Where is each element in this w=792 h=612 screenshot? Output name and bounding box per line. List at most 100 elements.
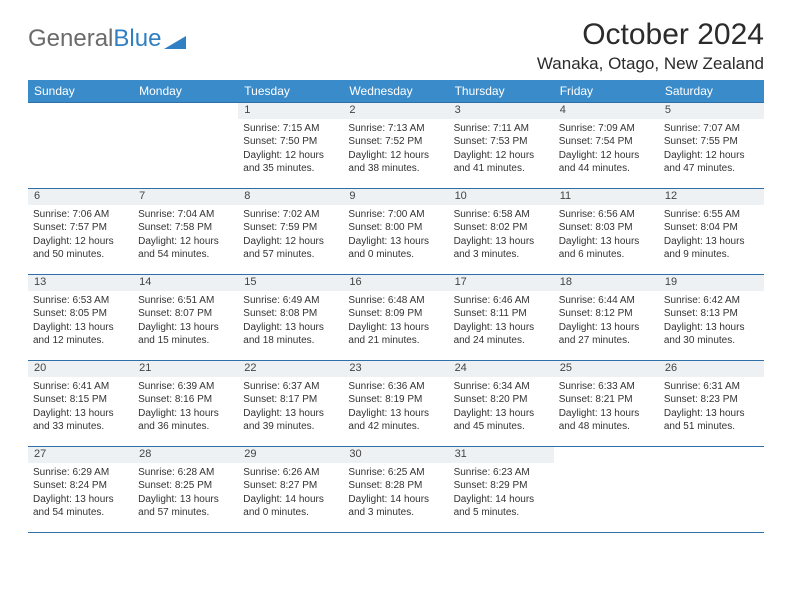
sunrise-text: Sunrise: 7:09 AM xyxy=(559,122,654,136)
day-number-cell: 31 xyxy=(449,447,554,463)
sunrise-text: Sunrise: 6:53 AM xyxy=(33,294,128,308)
daylight-text: Daylight: 13 hours and 21 minutes. xyxy=(348,321,443,348)
calendar-body: 12345Sunrise: 7:15 AMSunset: 7:50 PMDayl… xyxy=(28,103,764,533)
sunrise-text: Sunrise: 7:06 AM xyxy=(33,208,128,222)
daylight-text: Daylight: 13 hours and 27 minutes. xyxy=(559,321,654,348)
day-content-cell: Sunrise: 6:41 AMSunset: 8:15 PMDaylight:… xyxy=(28,377,133,447)
day-number-cell: 12 xyxy=(659,189,764,205)
day-number-cell: 23 xyxy=(343,361,448,377)
daylight-text: Daylight: 13 hours and 15 minutes. xyxy=(138,321,233,348)
daylight-text: Daylight: 13 hours and 42 minutes. xyxy=(348,407,443,434)
day-number-cell: 16 xyxy=(343,275,448,291)
sunset-text: Sunset: 8:17 PM xyxy=(243,393,338,407)
daylight-text: Daylight: 13 hours and 3 minutes. xyxy=(454,235,549,262)
day-content-cell: Sunrise: 6:48 AMSunset: 8:09 PMDaylight:… xyxy=(343,291,448,361)
weekday-header: Thursday xyxy=(449,80,554,103)
daynum-row: 13141516171819 xyxy=(28,275,764,291)
sunrise-text: Sunrise: 6:51 AM xyxy=(138,294,233,308)
sunrise-text: Sunrise: 6:26 AM xyxy=(243,466,338,480)
sunset-text: Sunset: 8:12 PM xyxy=(559,307,654,321)
sunrise-text: Sunrise: 6:28 AM xyxy=(138,466,233,480)
daylight-text: Daylight: 13 hours and 6 minutes. xyxy=(559,235,654,262)
daylight-text: Daylight: 12 hours and 41 minutes. xyxy=(454,149,549,176)
daylight-text: Daylight: 13 hours and 12 minutes. xyxy=(33,321,128,348)
day-number-cell: 28 xyxy=(133,447,238,463)
sunrise-text: Sunrise: 6:42 AM xyxy=(664,294,759,308)
sunset-text: Sunset: 8:16 PM xyxy=(138,393,233,407)
day-content-cell: Sunrise: 6:29 AMSunset: 8:24 PMDaylight:… xyxy=(28,463,133,533)
daylight-text: Daylight: 12 hours and 47 minutes. xyxy=(664,149,759,176)
day-number-cell: 27 xyxy=(28,447,133,463)
sunset-text: Sunset: 8:28 PM xyxy=(348,479,443,493)
day-number-cell: 21 xyxy=(133,361,238,377)
calendar-head: SundayMondayTuesdayWednesdayThursdayFrid… xyxy=(28,80,764,103)
day-number-cell: 7 xyxy=(133,189,238,205)
day-content-cell: Sunrise: 6:26 AMSunset: 8:27 PMDaylight:… xyxy=(238,463,343,533)
sunrise-text: Sunrise: 7:07 AM xyxy=(664,122,759,136)
header: GeneralBlue October 2024 Wanaka, Otago, … xyxy=(28,18,764,74)
day-content-cell: Sunrise: 6:31 AMSunset: 8:23 PMDaylight:… xyxy=(659,377,764,447)
day-content-cell: Sunrise: 6:56 AMSunset: 8:03 PMDaylight:… xyxy=(554,205,659,275)
day-content-cell: Sunrise: 6:25 AMSunset: 8:28 PMDaylight:… xyxy=(343,463,448,533)
sunrise-text: Sunrise: 6:23 AM xyxy=(454,466,549,480)
sunrise-text: Sunrise: 6:55 AM xyxy=(664,208,759,222)
daylight-text: Daylight: 12 hours and 44 minutes. xyxy=(559,149,654,176)
sunrise-text: Sunrise: 6:39 AM xyxy=(138,380,233,394)
sunrise-text: Sunrise: 6:36 AM xyxy=(348,380,443,394)
sunrise-text: Sunrise: 6:56 AM xyxy=(559,208,654,222)
sunrise-text: Sunrise: 7:11 AM xyxy=(454,122,549,136)
daylight-text: Daylight: 14 hours and 0 minutes. xyxy=(243,493,338,520)
day-content-cell: Sunrise: 6:37 AMSunset: 8:17 PMDaylight:… xyxy=(238,377,343,447)
daynum-row: 6789101112 xyxy=(28,189,764,205)
day-number-cell xyxy=(554,447,659,463)
sunrise-text: Sunrise: 6:29 AM xyxy=(33,466,128,480)
weekday-row: SundayMondayTuesdayWednesdayThursdayFrid… xyxy=(28,80,764,103)
day-content-cell: Sunrise: 6:46 AMSunset: 8:11 PMDaylight:… xyxy=(449,291,554,361)
day-content-cell: Sunrise: 7:04 AMSunset: 7:58 PMDaylight:… xyxy=(133,205,238,275)
weekday-header: Friday xyxy=(554,80,659,103)
sunset-text: Sunset: 7:54 PM xyxy=(559,135,654,149)
day-number-cell: 22 xyxy=(238,361,343,377)
sunrise-text: Sunrise: 6:48 AM xyxy=(348,294,443,308)
daylight-text: Daylight: 12 hours and 50 minutes. xyxy=(33,235,128,262)
day-content-cell: Sunrise: 6:34 AMSunset: 8:20 PMDaylight:… xyxy=(449,377,554,447)
day-content-cell: Sunrise: 7:06 AMSunset: 7:57 PMDaylight:… xyxy=(28,205,133,275)
day-content-cell: Sunrise: 6:42 AMSunset: 8:13 PMDaylight:… xyxy=(659,291,764,361)
day-number-cell: 11 xyxy=(554,189,659,205)
day-number-cell xyxy=(659,447,764,463)
calendar-table: SundayMondayTuesdayWednesdayThursdayFrid… xyxy=(28,80,764,533)
daylight-text: Daylight: 13 hours and 0 minutes. xyxy=(348,235,443,262)
day-number-cell: 17 xyxy=(449,275,554,291)
day-content-cell: Sunrise: 6:58 AMSunset: 8:02 PMDaylight:… xyxy=(449,205,554,275)
sunrise-text: Sunrise: 6:58 AM xyxy=(454,208,549,222)
daylight-text: Daylight: 12 hours and 54 minutes. xyxy=(138,235,233,262)
sunrise-text: Sunrise: 6:41 AM xyxy=(33,380,128,394)
day-content-cell: Sunrise: 7:13 AMSunset: 7:52 PMDaylight:… xyxy=(343,119,448,189)
sunset-text: Sunset: 7:57 PM xyxy=(33,221,128,235)
weekday-header: Saturday xyxy=(659,80,764,103)
sunset-text: Sunset: 8:23 PM xyxy=(664,393,759,407)
sunset-text: Sunset: 8:13 PM xyxy=(664,307,759,321)
day-content-cell: Sunrise: 6:44 AMSunset: 8:12 PMDaylight:… xyxy=(554,291,659,361)
day-number-cell: 15 xyxy=(238,275,343,291)
weekday-header: Sunday xyxy=(28,80,133,103)
day-content-cell xyxy=(659,463,764,533)
location: Wanaka, Otago, New Zealand xyxy=(537,54,764,74)
weekday-header: Wednesday xyxy=(343,80,448,103)
day-number-cell: 1 xyxy=(238,103,343,119)
content-row: Sunrise: 6:53 AMSunset: 8:05 PMDaylight:… xyxy=(28,291,764,361)
day-number-cell: 5 xyxy=(659,103,764,119)
day-content-cell: Sunrise: 6:36 AMSunset: 8:19 PMDaylight:… xyxy=(343,377,448,447)
daylight-text: Daylight: 12 hours and 35 minutes. xyxy=(243,149,338,176)
daylight-text: Daylight: 13 hours and 24 minutes. xyxy=(454,321,549,348)
daylight-text: Daylight: 13 hours and 45 minutes. xyxy=(454,407,549,434)
sunrise-text: Sunrise: 7:13 AM xyxy=(348,122,443,136)
logo-triangle-icon xyxy=(164,28,186,56)
daylight-text: Daylight: 13 hours and 39 minutes. xyxy=(243,407,338,434)
sunset-text: Sunset: 7:59 PM xyxy=(243,221,338,235)
sunset-text: Sunset: 8:05 PM xyxy=(33,307,128,321)
day-number-cell: 8 xyxy=(238,189,343,205)
day-content-cell: Sunrise: 7:09 AMSunset: 7:54 PMDaylight:… xyxy=(554,119,659,189)
daylight-text: Daylight: 12 hours and 38 minutes. xyxy=(348,149,443,176)
daylight-text: Daylight: 13 hours and 30 minutes. xyxy=(664,321,759,348)
